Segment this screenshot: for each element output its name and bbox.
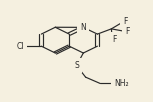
Text: NH₂: NH₂ <box>114 79 129 88</box>
Text: N: N <box>80 23 86 32</box>
Text: F: F <box>125 27 129 36</box>
Text: S: S <box>74 61 79 70</box>
Text: F: F <box>112 35 117 44</box>
Text: Cl: Cl <box>17 42 24 51</box>
Text: F: F <box>123 17 128 26</box>
